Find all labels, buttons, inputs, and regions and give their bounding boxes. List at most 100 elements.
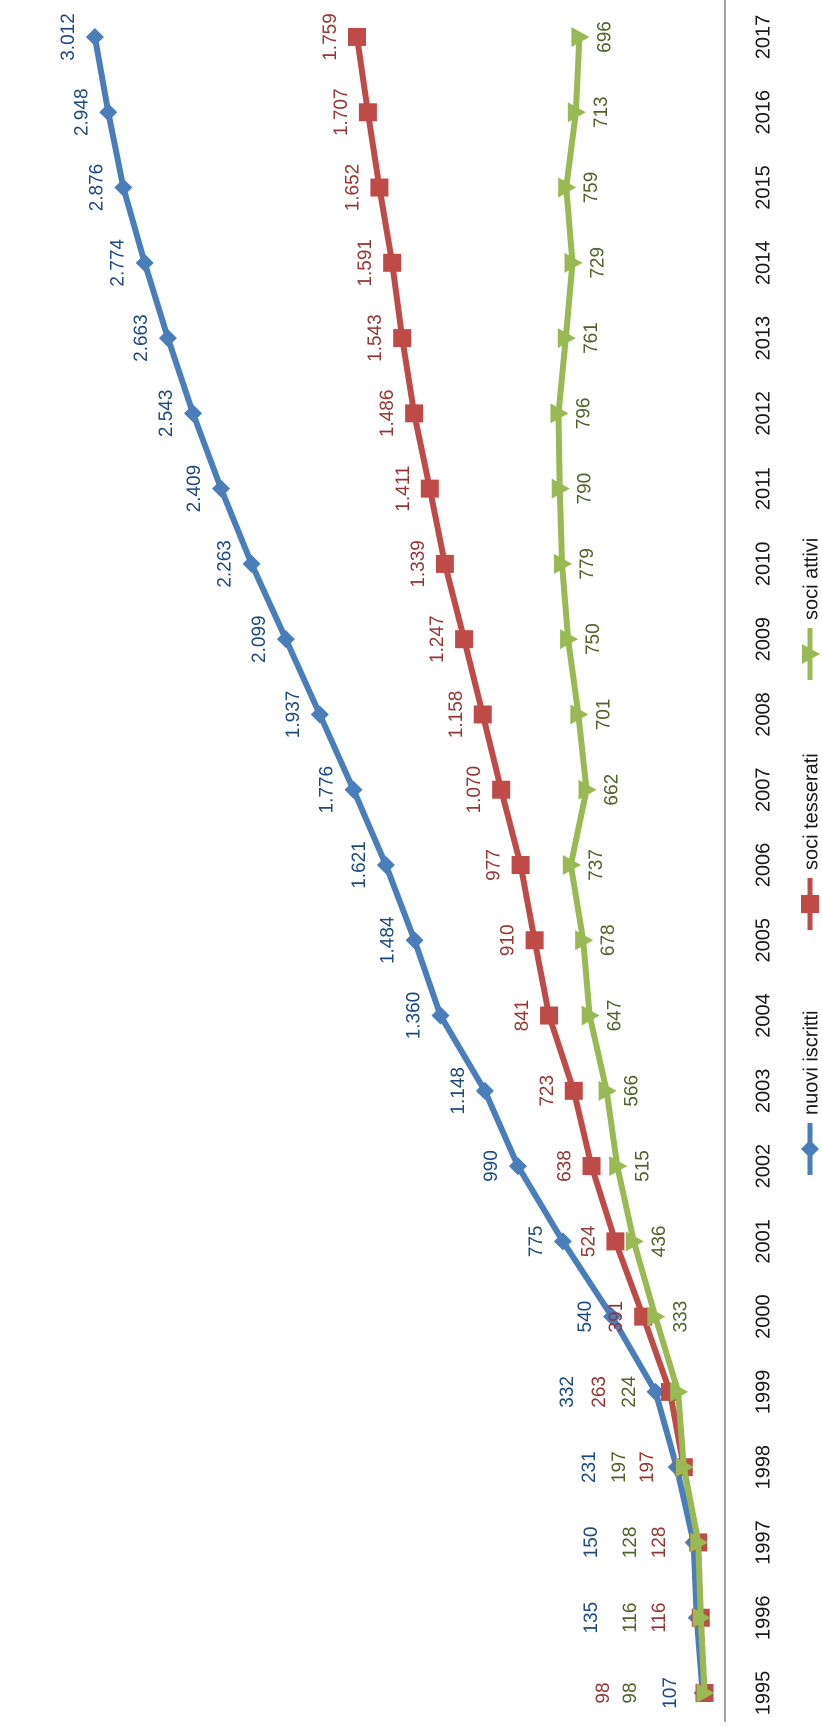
data-point: [525, 931, 544, 950]
data-label: 98: [620, 1682, 641, 1703]
series-soci-attivi: [550, 27, 715, 1703]
data-point: [558, 177, 577, 198]
data-label: 116: [649, 1603, 670, 1633]
data-point: [598, 1080, 617, 1101]
x-tick-label: 2014: [752, 241, 774, 286]
labels-soci-attivi: 98 116 128 197 224 333 436 515 566 647 678 737 662 70…: [573, 21, 691, 1703]
data-label: 1.652: [342, 164, 363, 212]
data-point: [114, 178, 133, 197]
data-point: [358, 103, 377, 122]
data-label: 775: [526, 1226, 547, 1258]
data-point: [473, 705, 492, 724]
x-tick-label: 2008: [752, 692, 774, 737]
data-label: 2.774: [108, 239, 129, 287]
data-point: [571, 27, 590, 47]
data-point: [603, 1307, 622, 1326]
data-point: [348, 28, 367, 46]
data-point: [625, 1231, 644, 1252]
legend-label: nuovi iscritti: [800, 1011, 822, 1115]
legend-entry: soci tesserati: [800, 753, 822, 930]
data-label: 515: [632, 1150, 653, 1182]
data-label: 1.484: [378, 916, 399, 964]
data-point: [405, 404, 424, 423]
data-point: [310, 705, 329, 724]
data-point: [511, 856, 530, 874]
data-point: [564, 1081, 583, 1100]
data-label: 391: [606, 1301, 627, 1333]
data-point: [550, 403, 569, 424]
data-point: [383, 253, 402, 272]
x-tick-label: 2006: [752, 843, 774, 888]
legend-entry: soci attivi: [800, 538, 822, 680]
x-tick-label: 2000: [752, 1294, 774, 1339]
data-point: [562, 855, 581, 875]
data-label: 990: [481, 1150, 502, 1182]
data-point: [420, 479, 439, 498]
data-point: [696, 1683, 715, 1703]
data-label: 107: [660, 1677, 681, 1709]
data-point: [554, 553, 573, 574]
data-label: 1.148: [448, 1067, 469, 1115]
data-point: [393, 329, 412, 348]
data-point: [344, 780, 363, 799]
data-label: 678: [598, 924, 619, 956]
labels-nuovi-iscritti: 107 135 150 231 332 540 775 990 1.148 1.360 1.484 1…: [58, 13, 681, 1709]
data-label: 1.621: [349, 841, 370, 889]
data-label: 332: [557, 1376, 578, 1408]
data-point: [431, 1006, 450, 1025]
data-point: [582, 1157, 601, 1176]
data-label: 647: [605, 1000, 626, 1032]
data-label: 2.543: [156, 390, 177, 438]
data-label: 540: [575, 1301, 596, 1333]
data-label: 2.263: [215, 540, 236, 588]
data-label: 2.948: [71, 88, 92, 136]
data-label: 696: [594, 21, 615, 53]
x-tick-label: 1998: [752, 1445, 774, 1490]
data-point: [564, 252, 583, 273]
data-point: [646, 1382, 665, 1401]
data-label: 231: [579, 1451, 600, 1483]
data-point: [578, 779, 597, 800]
x-tick-label: 1995: [752, 1671, 774, 1716]
x-tick-label: 2013: [752, 316, 774, 361]
x-tick-label: 2017: [752, 15, 774, 60]
data-point: [435, 554, 454, 573]
data-point: [692, 1607, 711, 1628]
data-label: 3.012: [58, 13, 79, 61]
x-tick-label: 2010: [752, 542, 774, 587]
x-tick-label: 1997: [752, 1520, 774, 1565]
data-label: 566: [622, 1075, 643, 1107]
data-label: 1.707: [331, 88, 352, 136]
data-point: [553, 1232, 572, 1251]
data-point: [570, 704, 589, 725]
data-label: 98: [593, 1682, 614, 1703]
data-label: 1.591: [355, 239, 376, 287]
x-tick-label: 1996: [752, 1595, 774, 1640]
data-label: 713: [591, 96, 612, 128]
data-label: 759: [581, 172, 602, 204]
data-point: [647, 1306, 666, 1327]
plot-area: 1995 1996 1997 1998 1999 2000 2001 2002 2003 2004…: [58, 0, 774, 1722]
data-point: [560, 629, 579, 650]
data-point: [690, 1532, 709, 1553]
x-tick-label: 2016: [752, 90, 774, 135]
data-point: [606, 1232, 625, 1251]
legend-label: soci tesserati: [800, 753, 822, 870]
data-label: 116: [620, 1603, 641, 1633]
data-label: 910: [498, 924, 519, 956]
data-label: 128: [649, 1527, 670, 1559]
data-label: 150: [581, 1527, 602, 1559]
data-point: [475, 1081, 494, 1100]
x-tick-label: 2001: [752, 1219, 774, 1264]
data-label: 1.360: [404, 992, 425, 1040]
data-point: [99, 103, 118, 122]
data-label: 841: [512, 1000, 533, 1032]
data-point: [492, 780, 511, 799]
data-label: 2.099: [249, 615, 270, 663]
x-tick-label: 2011: [752, 467, 774, 510]
legend: nuovi iscritti soci tesserati soci attivi: [800, 538, 822, 1175]
x-tick-label: 2002: [752, 1144, 774, 1189]
data-label: 662: [602, 774, 623, 806]
